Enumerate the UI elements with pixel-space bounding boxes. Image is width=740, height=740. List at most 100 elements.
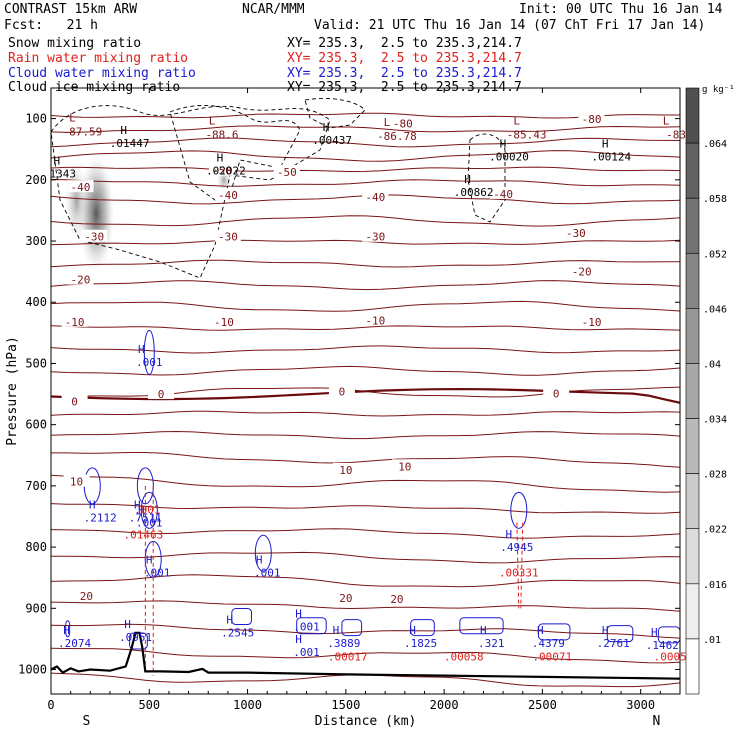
cloud-water-max-marker: H: [333, 624, 340, 637]
cloud-water-contour: [254, 534, 272, 572]
colorbar-label: .028: [703, 470, 727, 481]
cloud-water-max-marker: H: [146, 554, 153, 567]
isotherm-line: [51, 647, 680, 664]
cloud-water-max-value: .3889: [327, 637, 360, 650]
valid-time: Valid: 21 UTC Thu 16 Jan 14 (07 ChT Fri …: [314, 18, 706, 33]
y-tick-label: 1000: [18, 663, 47, 677]
y-tick-label: 600: [25, 418, 47, 432]
colorbar-label: .034: [703, 415, 727, 426]
cloud-water-contour: [140, 491, 158, 529]
isotherm-label: 10: [398, 460, 411, 473]
cloud-water-max-value: .0951: [119, 631, 152, 644]
snow-max-value: 1343: [50, 167, 77, 180]
isotherm-label-bg: [578, 314, 605, 327]
low-value: -86.78: [377, 130, 417, 143]
colorbar-segment: [685, 252, 700, 309]
colorbar-segment: [685, 528, 700, 585]
colorbar-segment: [685, 197, 700, 254]
isotherm-label: -40: [218, 189, 238, 202]
isotherm-label-bg: [328, 384, 355, 397]
cloud-water-max-marker: H: [506, 528, 513, 541]
isotherm-label-bg: [543, 386, 570, 399]
isotherm-label: -30: [84, 231, 104, 244]
cloud-water-contour: [341, 619, 363, 637]
cloud-water-max-marker: H: [138, 343, 145, 356]
snow-contour-dashed: [304, 98, 366, 129]
snow-max-marker: H: [500, 137, 507, 150]
cloud-water-max-marker: H: [480, 624, 487, 637]
cloud-water-max-value: .2112: [84, 511, 117, 524]
isotherm-line: [51, 300, 680, 312]
isotherm-line: [51, 166, 680, 173]
colorbar-label: .01: [703, 635, 721, 646]
isotherm-line: [51, 600, 680, 612]
isotherm-label: -50: [277, 166, 297, 179]
isotherm-label-bg: [578, 112, 605, 125]
snow-max-value: .02022: [206, 164, 246, 177]
low-marker: L: [513, 115, 520, 128]
forecast-hour: Fcst: 21 h: [4, 18, 98, 33]
x-tick-label: 2500: [528, 698, 557, 712]
colorbar-segment: [685, 583, 700, 640]
cloud-water-max-marker: H: [256, 554, 263, 567]
x-axis-title: Distance (km): [315, 714, 417, 729]
cloud-water-contour: [410, 619, 435, 637]
snow-max-value: .01447: [110, 137, 150, 150]
x-tick-label: 1000: [233, 698, 262, 712]
isotherm-line: [51, 430, 680, 440]
snow-max-value: .00862: [454, 186, 494, 199]
cloud-water-max-value: .2074: [58, 637, 91, 650]
organization: NCAR/MMM: [242, 2, 305, 17]
x-tick-label: 1500: [331, 698, 360, 712]
isotherm-label-bg: [383, 592, 410, 605]
colorbar-segment: [685, 418, 700, 474]
cloud-water-max-marker: H: [134, 498, 141, 511]
colorbar-segment: [685, 87, 700, 144]
isotherm-line: [51, 215, 680, 227]
rain-contour-dashed: [516, 522, 520, 609]
x-tick-label: 2000: [430, 698, 459, 712]
low-value: -88.6: [205, 129, 238, 142]
isotherm-label-bg: [490, 186, 517, 199]
snow-max-marker: H: [217, 151, 224, 164]
isotherm-label-bg: [67, 272, 94, 285]
isotherm-label-bg: [362, 313, 389, 326]
isotherm-label: -20: [572, 266, 592, 279]
freezing-level-line: [51, 387, 680, 404]
colorbar-unit: g kg⁻¹: [702, 85, 735, 95]
cloud-water-max-value: .001: [293, 646, 320, 659]
init-time: Init: 00 UTC Thu 16 Jan 14: [519, 2, 723, 17]
rain-max-value: .01463: [124, 529, 164, 542]
cloud-water-max-value: .001: [293, 620, 320, 633]
y-tick-label: 100: [25, 112, 47, 126]
isotherm-label-bg: [362, 189, 389, 202]
snow-max-value: .00437: [312, 134, 352, 147]
isotherm-line: [51, 503, 680, 514]
snow-max-marker: H: [53, 154, 60, 167]
y-tick-label: 900: [25, 601, 47, 615]
isotherm-label-bg: [81, 229, 108, 242]
isotherm-label-bg: [210, 314, 237, 327]
isotherm-label: -40: [493, 188, 513, 201]
low-marker: L: [384, 116, 391, 129]
isotherm-label: -10: [365, 315, 385, 328]
snow-max-marker: H: [323, 121, 330, 134]
cloud-water-max-marker: H: [602, 624, 609, 637]
cloud-water-max-value: .001: [136, 356, 163, 369]
x-end-label-start: S: [82, 714, 90, 729]
isotherm-label-bg: [63, 474, 90, 487]
rain-max-value: .0005: [654, 650, 687, 663]
isotherm-label: 10: [339, 464, 352, 477]
cloud-water-max-value: .2545: [221, 627, 254, 640]
cloud-water-contour: [459, 617, 504, 635]
cloud-water-max-marker: H: [138, 503, 145, 516]
cloud-water-contour: [606, 625, 634, 643]
isotherm-label: -80: [393, 118, 413, 131]
isotherm-label-bg: [362, 229, 389, 242]
cloud-water-contour: [231, 608, 252, 626]
isotherm-line: [51, 365, 680, 376]
isotherm-label: -40: [71, 181, 91, 194]
x-end-label-end: N: [652, 714, 660, 729]
cloud-water-max-marker: H: [89, 498, 96, 511]
